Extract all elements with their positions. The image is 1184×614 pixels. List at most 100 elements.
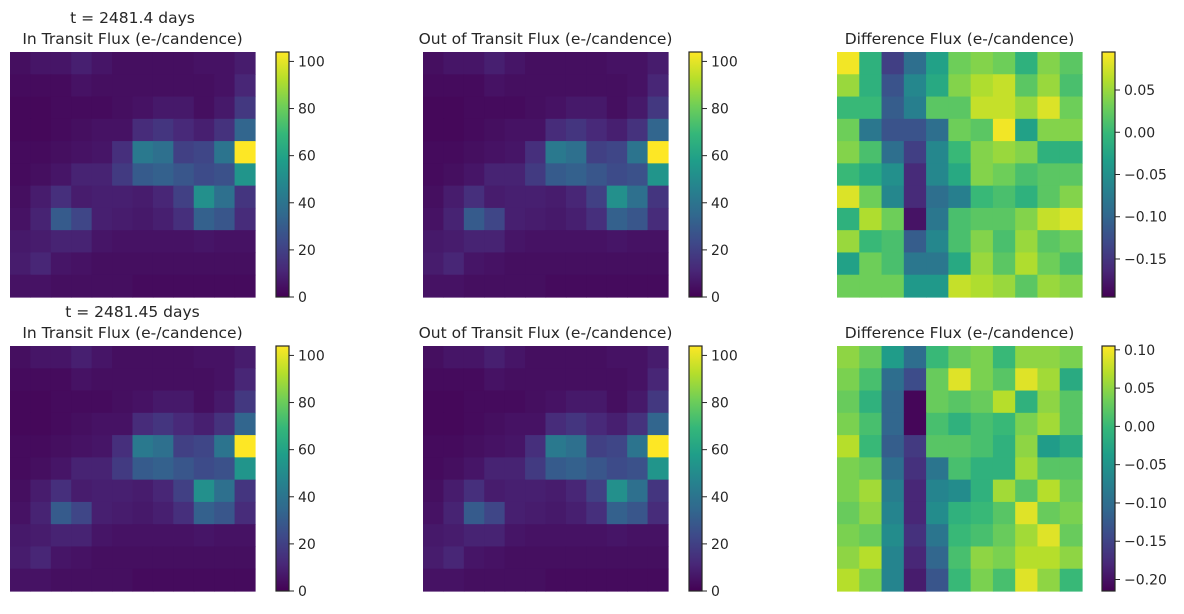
- heatmap-cell: [173, 546, 195, 570]
- heatmap-cell: [234, 524, 256, 548]
- heatmap-cell: [423, 230, 445, 254]
- heatmap-cell: [30, 230, 52, 254]
- heatmap-cell: [926, 118, 949, 142]
- heatmap-cell: [30, 74, 52, 98]
- heatmap-cell: [859, 501, 883, 525]
- heatmap-cell: [992, 435, 1016, 458]
- panel-row2-diff: Difference Flux (e-/candence) 0.10 0.05 0.0…: [837, 324, 1167, 592]
- heatmap-cell: [423, 546, 445, 570]
- heatmap-cell: [30, 457, 52, 481]
- heatmap-cell: [30, 207, 52, 231]
- heatmap-cell: [948, 207, 972, 231]
- heatmap-cell: [504, 163, 526, 187]
- heatmap-cell: [234, 252, 256, 276]
- heatmap-cell: [443, 74, 465, 98]
- heatmap-cell: [606, 501, 628, 525]
- colorbar-tick-label: 20: [711, 537, 729, 553]
- heatmap-cell: [627, 390, 649, 414]
- colorbar-tick-label: 80: [711, 396, 729, 412]
- heatmap-cell: [463, 274, 485, 298]
- heatmap-cell: [545, 568, 567, 592]
- heatmap-cell: [881, 368, 905, 392]
- heatmap-cell: [992, 163, 1016, 187]
- heatmap-cell: [50, 185, 72, 209]
- heatmap-cell: [91, 546, 113, 570]
- heatmap-cell: [565, 501, 587, 525]
- heatmap-cell: [71, 252, 93, 276]
- heatmap-cell: [606, 185, 628, 209]
- heatmap-cell: [71, 346, 93, 369]
- heatmap-cell: [504, 501, 526, 525]
- heatmap-cell: [881, 141, 905, 164]
- heatmap-cell: [50, 368, 72, 392]
- heatmap-cell: [545, 207, 567, 231]
- heatmap-cell: [152, 252, 174, 276]
- heatmap-cell: [837, 368, 860, 392]
- heatmap-cell: [903, 74, 927, 98]
- heatmap-cell: [71, 435, 93, 458]
- heatmap-cell: [423, 457, 445, 481]
- heatmap-cell: [545, 390, 567, 414]
- heatmap-cell: [50, 207, 72, 231]
- heatmap-cell: [193, 52, 215, 75]
- heatmap-cell: [30, 185, 52, 209]
- heatmap-cell: [463, 435, 485, 458]
- heatmap-cell: [91, 163, 113, 187]
- heatmap-cell: [1059, 524, 1083, 548]
- heatmap-cell: [970, 457, 994, 481]
- heatmap-cell: [30, 390, 52, 414]
- heatmap-cell: [423, 501, 445, 525]
- heatmap-cell: [903, 185, 927, 209]
- panel-row1-diff: Difference Flux (e-/candence) 0.05 0.00 −0.…: [837, 30, 1167, 298]
- heatmap-cell: [859, 163, 883, 187]
- heatmap-cell: [859, 435, 883, 458]
- heatmap-cell: [423, 390, 445, 414]
- heatmap-cell: [152, 52, 174, 75]
- colorbar-tick-label: 0: [711, 290, 720, 306]
- heatmap-cell: [1059, 230, 1083, 254]
- heatmap-cell: [132, 207, 154, 231]
- heatmap-cell: [423, 185, 445, 209]
- heatmap-cell: [647, 163, 669, 187]
- heatmap-cell: [423, 435, 445, 458]
- heatmap-cell: [463, 141, 485, 164]
- heatmap-cell: [1015, 479, 1039, 503]
- heatmap-cell: [112, 274, 134, 298]
- heatmap-cell: [948, 74, 972, 98]
- heatmap-cell: [647, 141, 669, 164]
- heatmap-cell: [132, 479, 154, 503]
- heatmap-cell: [525, 141, 547, 164]
- heatmap-cell: [484, 368, 506, 392]
- heatmap-cell: [10, 52, 32, 75]
- heatmap-cell: [193, 501, 215, 525]
- heatmap-cell: [948, 435, 972, 458]
- heatmap-cell: [970, 346, 994, 369]
- heatmap-cell: [627, 501, 649, 525]
- heatmap-cell: [112, 346, 134, 369]
- heatmap-cell: [1015, 435, 1039, 458]
- colorbar-tick-label: 20: [298, 243, 316, 259]
- heatmap-cell: [234, 74, 256, 98]
- heatmap-cell: [545, 118, 567, 142]
- colorbar-tick-label: 80: [711, 102, 729, 118]
- heatmap-cell: [926, 568, 949, 592]
- heatmap-cell: [903, 457, 927, 481]
- heatmap-cell: [627, 252, 649, 276]
- heatmap-cell: [545, 52, 567, 75]
- heatmap-cell: [881, 501, 905, 525]
- heatmap-cell: [214, 163, 236, 187]
- heatmap-cell: [443, 501, 465, 525]
- panel-title-line: t = 2481.45 days: [65, 303, 200, 321]
- heatmap-cell: [1059, 346, 1083, 369]
- heatmap-cell: [859, 390, 883, 414]
- heatmap-cell: [586, 252, 608, 276]
- heatmap-cell: [1015, 141, 1039, 164]
- heatmap-cell: [91, 274, 113, 298]
- heatmap-cell: [1015, 252, 1039, 276]
- heatmap-cell: [504, 412, 526, 436]
- heatmap-cell: [484, 274, 506, 298]
- heatmap-cell: [504, 479, 526, 503]
- heatmap-cell: [859, 274, 883, 298]
- heatmap-cell: [565, 546, 587, 570]
- heatmap-cell: [627, 141, 649, 164]
